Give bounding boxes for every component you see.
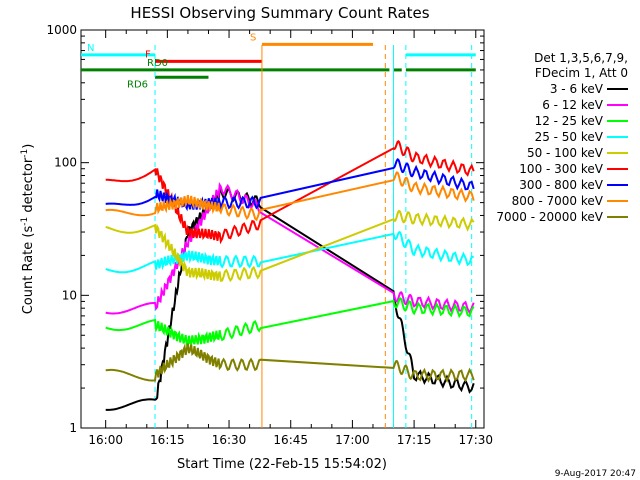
x-tick-label: 16:45 bbox=[273, 433, 308, 447]
series-line bbox=[105, 139, 475, 245]
legend-label: 3 - 6 keV bbox=[550, 82, 604, 96]
x-tick-label: 16:30 bbox=[212, 433, 247, 447]
x-axis-label: Start Time (22-Feb-15 15:54:02) bbox=[177, 457, 387, 472]
legend-label: 12 - 25 keV bbox=[535, 114, 604, 128]
series-line bbox=[105, 158, 475, 212]
y-tick-label: 1 bbox=[69, 421, 77, 435]
series-line bbox=[105, 171, 475, 222]
y-tick-label: 10 bbox=[62, 288, 77, 302]
x-axis: 16:00 16:15 16:30 16:45 17:00 17:15 17:30 bbox=[88, 30, 493, 447]
y-axis-label-end: ) bbox=[21, 144, 36, 149]
series-line bbox=[105, 297, 475, 346]
series-line bbox=[105, 230, 474, 274]
y-tick-label: 100 bbox=[54, 156, 77, 170]
legend-label: 800 - 7000 keV bbox=[512, 194, 604, 208]
y-axis: 1 10 100 1000 bbox=[46, 23, 484, 435]
legend-header-2: FDecim 1, Att 0 bbox=[535, 66, 628, 80]
x-tick-label: 16:00 bbox=[88, 433, 123, 447]
legend-label: 25 - 50 keV bbox=[535, 130, 604, 144]
legend-label: 300 - 800 keV bbox=[519, 178, 603, 192]
x-tick-label: 17:30 bbox=[458, 433, 493, 447]
flag-label-f: F bbox=[145, 49, 151, 60]
legend-label: 100 - 300 keV bbox=[519, 162, 603, 176]
legend-label: 6 - 12 keV bbox=[542, 98, 604, 112]
legend-header-1: Det 1,3,5,6,7,9, bbox=[534, 51, 628, 65]
y-tick-label: 1000 bbox=[46, 23, 77, 37]
plot-frame bbox=[80, 29, 485, 429]
series-line bbox=[105, 181, 475, 316]
y-axis-label-main: Count Rate (s bbox=[21, 226, 36, 315]
data-series bbox=[105, 139, 475, 411]
series-line bbox=[105, 343, 475, 383]
legend-label: 7000 - 20000 keV bbox=[496, 210, 603, 224]
date-stamp: 9-Aug-2017 20:47 bbox=[555, 469, 636, 479]
y-axis-label-sup1: -1 bbox=[20, 217, 30, 226]
x-tick-label: 17:00 bbox=[335, 433, 370, 447]
y-axis-label-mid: detector bbox=[21, 157, 36, 217]
legend: Det 1,3,5,6,7,9, FDecim 1, Att 0 3 - 6 k… bbox=[496, 51, 628, 224]
chart-title: HESSI Observing Summary Count Rates bbox=[130, 4, 429, 22]
flag-label-s: S bbox=[250, 32, 256, 43]
series-line bbox=[105, 209, 475, 283]
legend-label: 50 - 100 keV bbox=[527, 146, 604, 160]
flag-label-rd6: RD6 bbox=[127, 79, 148, 90]
y-axis-label-sup2: -1 bbox=[20, 149, 30, 158]
x-tick-label: 16:15 bbox=[150, 433, 185, 447]
x-tick-label: 17:15 bbox=[397, 433, 432, 447]
y-axis-label: Count Rate (s-1 detector-1) bbox=[20, 144, 36, 315]
flag-label-n: N bbox=[87, 43, 94, 54]
flag-label-rd0: RD0 bbox=[147, 58, 168, 69]
